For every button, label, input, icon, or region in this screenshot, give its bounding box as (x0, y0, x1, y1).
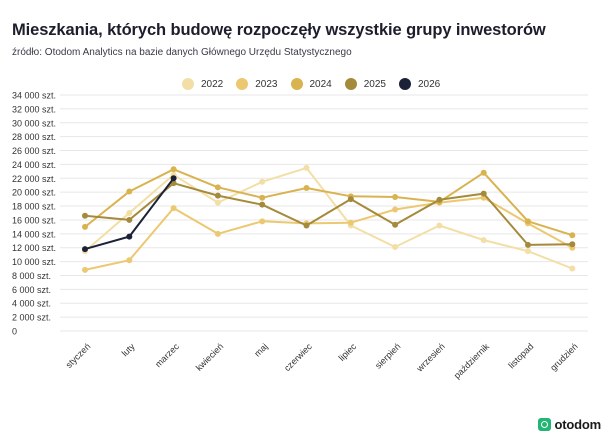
data-point-2022 (480, 237, 487, 244)
data-point-2023 (126, 257, 133, 264)
legend-label: 2023 (255, 78, 278, 90)
brand-name: otodom (554, 417, 602, 432)
x-tick-label: sierpień (373, 341, 402, 370)
data-point-2025 (347, 196, 354, 203)
y-tick-label: 22 000 szt. (12, 174, 56, 184)
data-point-2025 (392, 221, 399, 228)
data-point-2024 (480, 169, 487, 176)
data-point-2022 (126, 210, 133, 216)
data-point-2025 (214, 192, 221, 199)
data-point-2023 (170, 205, 177, 212)
data-point-2023 (347, 219, 354, 226)
legend-item-2026: 2026 (399, 78, 440, 90)
data-point-2022 (303, 164, 310, 171)
y-tick-label: 20 000 szt. (12, 188, 56, 198)
data-point-2024 (569, 232, 576, 239)
y-tick-label: 12 000 szt. (12, 243, 56, 253)
x-tick-label: wrzesień (414, 341, 447, 374)
data-point-2024 (170, 166, 177, 173)
legend-label: 2024 (309, 78, 332, 90)
data-point-2026 (126, 233, 133, 240)
series-line-2024 (84, 168, 573, 237)
data-point-2026 (82, 246, 88, 253)
y-tick-label: 26 000 szt. (12, 146, 56, 156)
chart-source: źródło: Otodom Analytics na bazie danych… (12, 47, 352, 58)
x-tick-label: luty (120, 341, 137, 358)
y-tick-label: 2 000 szt. (12, 313, 51, 323)
data-point-2025 (436, 196, 443, 203)
brand-logo: otodom (537, 417, 602, 432)
data-point-2025 (303, 222, 310, 229)
data-point-2025 (82, 212, 88, 219)
legend-item-2025: 2025 (344, 78, 386, 90)
data-point-2023 (259, 218, 266, 225)
x-tick-label: grudzień (548, 341, 579, 372)
x-tick-label: lipiec (337, 341, 359, 363)
x-tick-label: marzec (153, 341, 181, 369)
y-tick-label: 32 000 szt. (12, 104, 56, 114)
x-tick-label: czerwiec (282, 341, 314, 373)
y-tick-label: 10 000 szt. (12, 257, 56, 267)
data-point-2022 (259, 178, 266, 185)
data-point-2024 (303, 185, 310, 192)
legend-swatch (182, 78, 194, 90)
data-point-2024 (82, 223, 88, 230)
legend-label: 2022 (201, 78, 224, 90)
legend-label: 2025 (363, 78, 386, 90)
legend-item-2022: 2022 (182, 78, 223, 90)
data-point-2022 (436, 222, 443, 229)
legend-label: 2026 (418, 78, 441, 90)
data-point-2022 (214, 199, 221, 206)
data-point-2025 (569, 241, 576, 248)
legend-item-2023: 2023 (236, 78, 278, 90)
series-line-2022 (84, 166, 573, 270)
y-tick-label: 30 000 szt. (12, 118, 56, 128)
data-point-2022 (392, 244, 399, 251)
y-tick-label: 8 000 szt. (12, 271, 51, 281)
legend-swatch (399, 78, 411, 90)
x-tick-label: maj (252, 341, 269, 358)
data-point-2025 (126, 216, 133, 223)
data-point-2024 (214, 184, 221, 191)
y-tick-label: 24 000 szt. (12, 160, 56, 170)
data-point-2024 (392, 194, 399, 201)
x-tick-label: styczeń (64, 341, 93, 370)
data-point-2025 (259, 201, 266, 208)
data-point-2025 (525, 241, 531, 248)
x-tick-label: październik (452, 341, 492, 381)
data-point-2025 (480, 190, 487, 197)
y-tick-label: 28 000 szt. (12, 132, 56, 142)
y-tick-label: 16 000 szt. (12, 215, 56, 225)
data-point-2023 (392, 206, 399, 213)
y-tick-label: 6 000 szt. (12, 285, 51, 295)
y-tick-label: 18 000 szt. (12, 202, 56, 212)
legend-item-2024: 2024 (290, 78, 332, 90)
data-point-2022 (525, 248, 531, 255)
y-tick-label: 4 000 szt. (12, 299, 51, 309)
data-point-2024 (126, 188, 133, 195)
y-tick-label: 0 (12, 327, 17, 337)
otodom-logo-icon (537, 418, 551, 431)
y-tick-label: 34 000 szt. (12, 91, 56, 101)
x-tick-label: kwiecień (194, 341, 225, 372)
y-tick-label: 14 000 szt. (12, 229, 56, 239)
legend-swatch (236, 78, 249, 90)
chart-legend: 2022 2023 2024 2025 2026 (182, 78, 440, 90)
chart-title: Mieszkania, których budowę rozpoczęły ws… (12, 21, 546, 39)
data-point-2026 (170, 175, 177, 182)
legend-swatch (290, 78, 303, 90)
data-point-2023 (82, 266, 88, 273)
data-point-2022 (569, 265, 576, 272)
legend-swatch (344, 78, 357, 90)
x-tick-label: listopad (506, 341, 535, 370)
data-point-2023 (214, 230, 221, 237)
data-point-2024 (259, 194, 266, 201)
data-point-2024 (525, 218, 531, 225)
